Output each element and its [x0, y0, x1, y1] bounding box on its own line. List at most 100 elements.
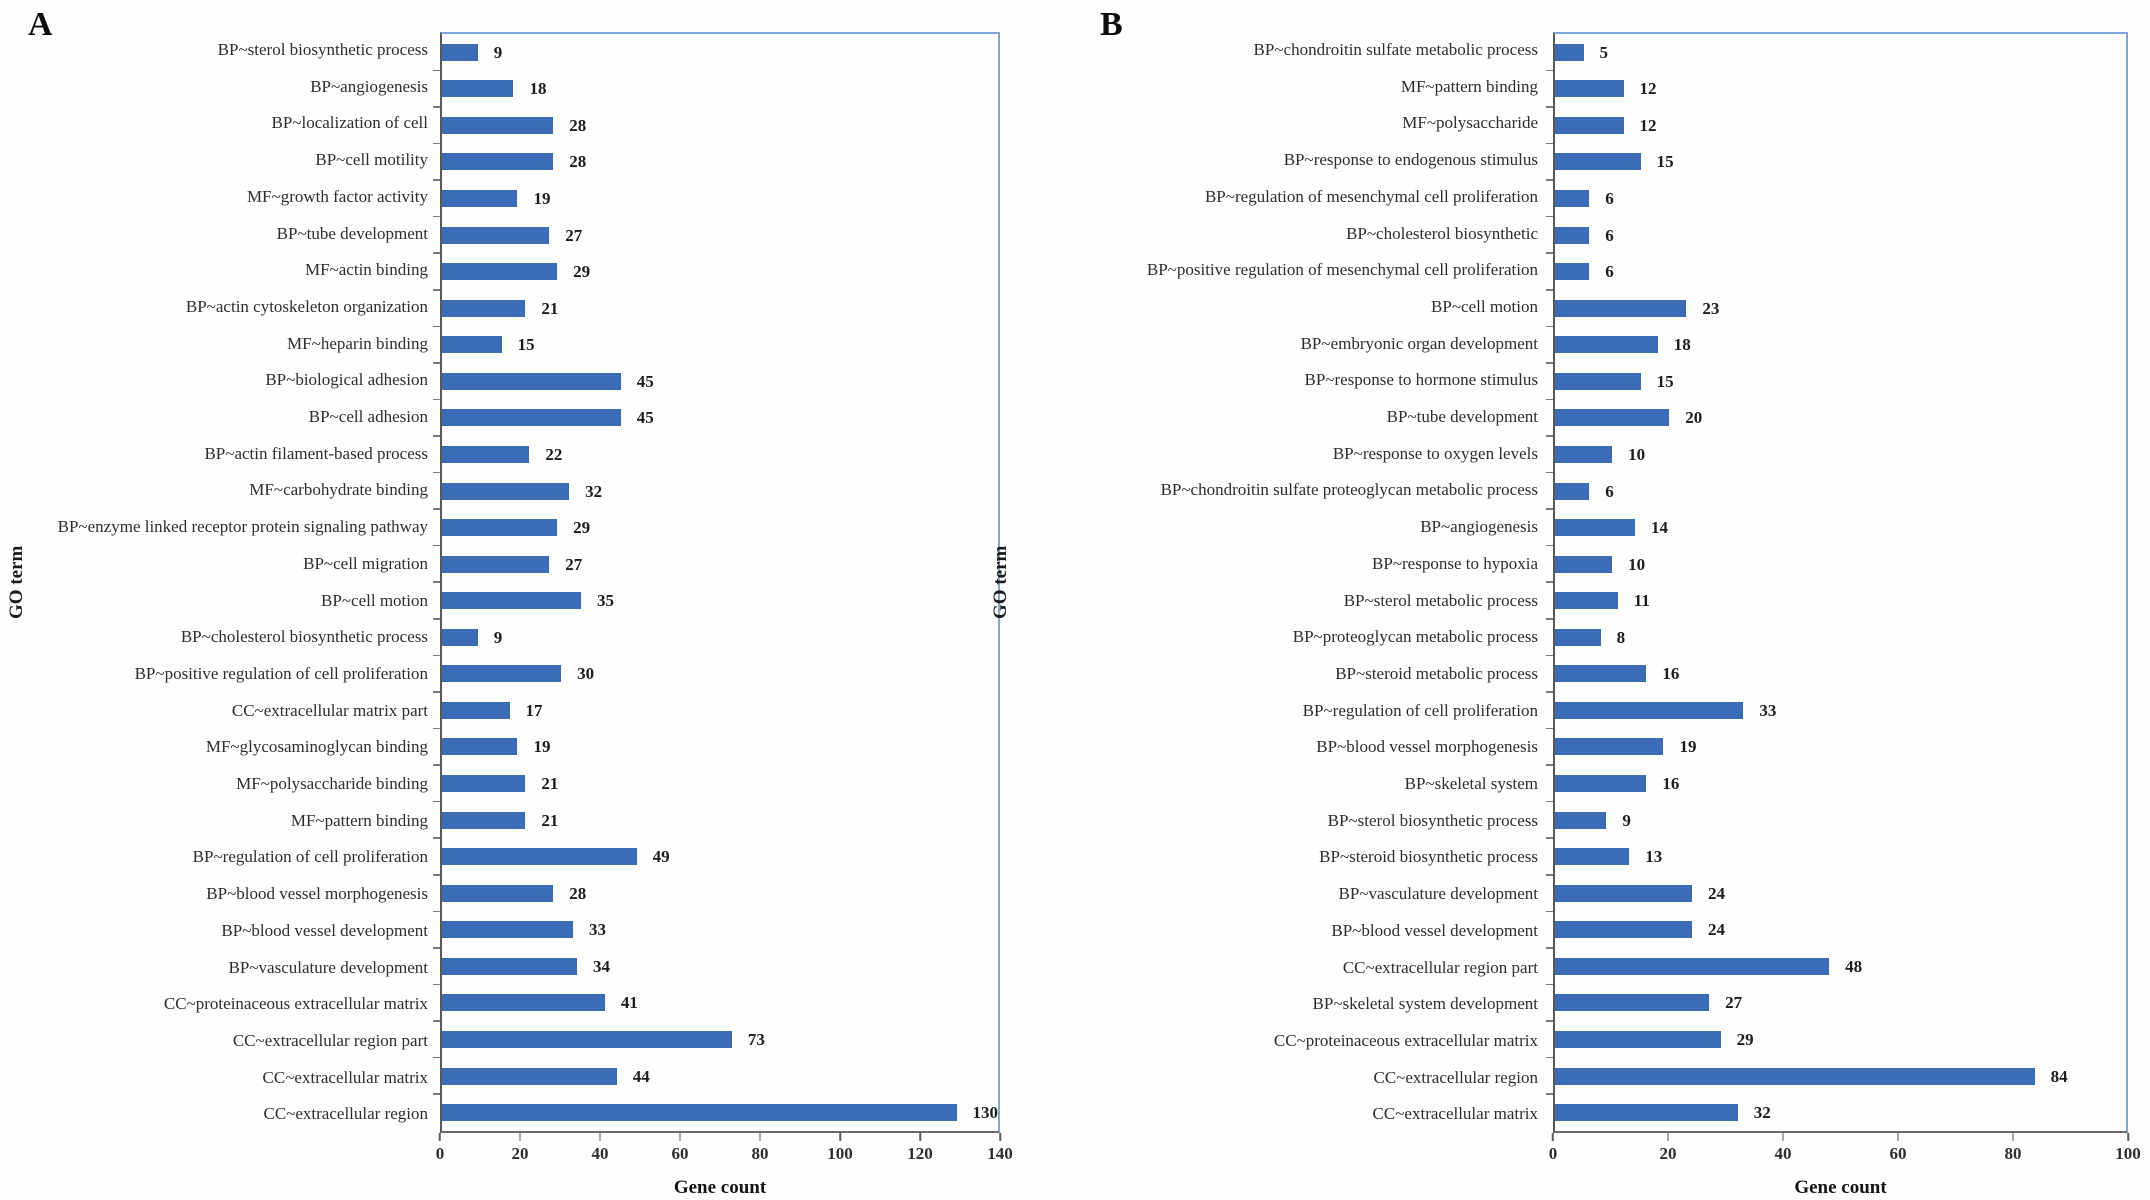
bar-row: 35	[433, 581, 998, 619]
bar	[442, 555, 550, 573]
bar-row: 14	[1546, 508, 2126, 546]
category-label: CC~extracellular region part	[232, 1030, 428, 1050]
bar	[442, 445, 530, 463]
plot-area: 5 12 12 15 6 6 6 23 18 15 20 10 6 14 10 11 8 16 33 19 16 9 13 2…	[1546, 32, 2128, 1133]
bar-row: 19	[433, 727, 998, 766]
panel-b: B GO term BP~chondroitin sulfate metabolic…	[960, 0, 2150, 1200]
category-label: MF~polysaccharide binding	[236, 774, 428, 794]
category-axis: BP~chondroitin sulfate metabolic process…	[1060, 32, 1538, 1133]
bar	[442, 848, 637, 866]
bar-value: 84	[2050, 1066, 2068, 1086]
bar	[442, 80, 514, 98]
x-tick-mark	[439, 1133, 441, 1141]
category-label: BP~enzyme linked receptor protein signal…	[57, 517, 428, 537]
category-label: BP~tube development	[276, 223, 428, 243]
bar	[442, 1030, 732, 1048]
bar-row: 28	[433, 142, 998, 181]
bar-value: 18	[529, 79, 547, 99]
category-label: CC~proteinaceous extracellular matrix	[163, 994, 428, 1014]
plot-area: 9 18 28 28 19 27 29 21 15 45 45 22 32 29 27 35 9 30 17 19 21…	[433, 32, 1000, 1133]
bar-row: 12	[1546, 69, 2126, 108]
bar	[442, 957, 578, 975]
category-label: CC~proteinaceous extracellular matrix	[1273, 1030, 1538, 1050]
bar-row: 29	[433, 508, 998, 546]
bar-row: 28	[433, 873, 998, 912]
bar	[442, 811, 526, 829]
bar-value: 21	[541, 810, 559, 830]
bar-row: 84	[1546, 1056, 2126, 1095]
bar	[1555, 1067, 2035, 1085]
bar-row: 11	[1546, 581, 2126, 619]
bar	[1555, 921, 1693, 939]
bar-row: 21	[433, 764, 998, 802]
x-tick-mark	[1897, 1133, 1899, 1141]
bar-row: 32	[1546, 1093, 2126, 1131]
bar-value: 12	[1639, 79, 1657, 99]
category-label: BP~cell motion	[1431, 296, 1538, 316]
bar-row: 45	[433, 362, 998, 400]
bar-row: 12	[1546, 106, 2126, 144]
bar	[442, 628, 478, 646]
bar-row: 6	[1546, 252, 2126, 290]
category-label: BP~blood vessel morphogenesis	[206, 884, 428, 904]
x-tick: 40	[592, 1133, 609, 1164]
bar-row: 21	[433, 288, 998, 327]
category-label: BP~cholesterol biosynthetic	[1346, 223, 1538, 243]
bar	[442, 1104, 957, 1122]
bar-value: 27	[565, 225, 583, 245]
bar	[442, 1067, 617, 1085]
x-tick-label: 0	[1548, 1144, 1558, 1163]
bar-value: 20	[1685, 408, 1703, 428]
x-tick: 0	[436, 1133, 444, 1164]
category-label: BP~response to hormone stimulus	[1304, 370, 1538, 390]
bar-value: 19	[533, 737, 551, 757]
category-label: CC~extracellular region	[263, 1104, 429, 1124]
bar-row: 45	[433, 398, 998, 437]
bar-value: 45	[636, 408, 654, 428]
bar	[442, 665, 562, 683]
bar	[442, 153, 554, 171]
bar	[442, 701, 510, 719]
x-tick-label: 40	[591, 1144, 609, 1163]
bar	[442, 519, 558, 537]
bar-value: 16	[1662, 664, 1680, 684]
category-label: MF~growth factor activity	[246, 186, 428, 206]
bar-value: 5	[1599, 42, 1609, 62]
bar-value: 33	[589, 920, 607, 940]
panel-a: A GO term BP~sterol biosynthetic process BP…	[0, 0, 1060, 1200]
bar	[442, 482, 570, 500]
bar-row: 33	[433, 910, 998, 949]
x-tick-label: 120	[907, 1144, 933, 1163]
bar	[1555, 1104, 1738, 1122]
bar-row: 41	[433, 983, 998, 1022]
bar-row: 30	[433, 654, 998, 693]
x-tick-mark	[919, 1133, 921, 1141]
category-label: BP~blood vessel development	[1331, 920, 1538, 940]
bar	[1555, 445, 1613, 463]
category-label: BP~cell adhesion	[308, 407, 428, 427]
bar-value: 48	[1845, 956, 1863, 976]
bar-value: 29	[1736, 1029, 1754, 1049]
bar-value: 18	[1673, 335, 1691, 355]
category-label: MF~polysaccharide	[1402, 113, 1538, 133]
x-tick-label: 60	[1889, 1144, 1907, 1163]
bar-row: 8	[1546, 618, 2126, 656]
bar	[442, 190, 518, 208]
bar-value: 24	[1708, 883, 1726, 903]
category-label: BP~cholesterol biosynthetic process	[180, 627, 428, 647]
bar	[442, 372, 621, 390]
category-label: BP~cell motion	[321, 590, 428, 610]
bar-row: 19	[433, 179, 998, 217]
bar-row: 27	[433, 544, 998, 583]
x-tick-label: 20	[1659, 1144, 1677, 1163]
bar	[1555, 665, 1647, 683]
bar	[1555, 775, 1647, 793]
x-tick-mark	[679, 1133, 681, 1141]
bar	[1555, 80, 1624, 98]
bar-row: 33	[1546, 691, 2126, 729]
category-label: BP~actin cytoskeleton organization	[185, 296, 428, 316]
bar-row: 6	[1546, 215, 2126, 254]
x-tick-mark	[839, 1133, 841, 1141]
bar-value: 9	[1622, 810, 1631, 830]
